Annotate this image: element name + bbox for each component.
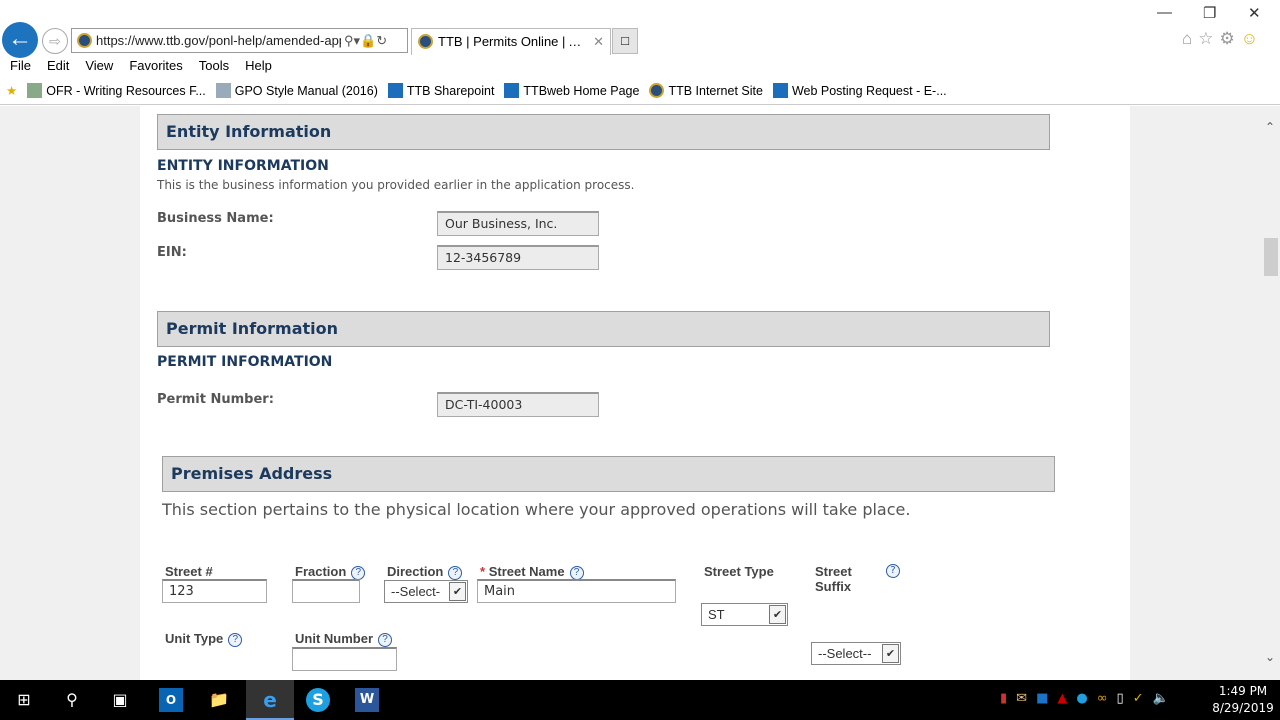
fraction-label: Fraction? [295,564,366,580]
building-icon [27,83,43,98]
fav-web-posting[interactable]: Web Posting Request - E-... [772,83,947,98]
premises-note: This section pertains to the physical lo… [162,500,911,519]
seal-icon [649,83,665,98]
help-icon[interactable]: ? [569,566,584,580]
street-name-label: * Street Name? [480,564,584,580]
business-name-label: Business Name: [157,211,274,226]
menu-favorites[interactable]: Favorites [129,58,183,73]
home-favorites-settings-icons[interactable]: ⌂☆⚙☺ [1182,29,1265,48]
vertical-scrollbar[interactable]: ⌃ ⌄ [1262,106,1280,680]
menu-view[interactable]: View [85,58,114,73]
word-icon[interactable]: W [355,688,379,712]
internet-explorer-icon: e [263,688,277,712]
permit-subheader: PERMIT INFORMATION [157,354,333,370]
menu-file[interactable]: File [10,58,31,73]
help-icon[interactable]: ? [448,566,463,580]
file-explorer-icon[interactable]: 📁 [209,690,229,709]
favorites-star-icon[interactable]: ★ [6,84,18,98]
address-controls-icon[interactable]: ⚲▾🔒↻ [344,33,388,48]
taskbar: ⊞ ⚲ ▣ O 📁 e S W ▮✉■▲●∞▯✓🔈 1:49 PM 8/29/20… [0,680,1280,720]
fav-gpo[interactable]: GPO Style Manual (2016) [215,83,378,98]
fav-ttb-sharepoint[interactable]: TTB Sharepoint [387,83,494,98]
menu-tools[interactable]: Tools [198,58,230,73]
ein-label: EIN: [157,245,187,260]
url-text: https://www.ttb.gov/ponl-help/amended-ap… [96,33,341,48]
fav-ttbweb[interactable]: TTBweb Home Page [504,83,639,98]
close-window-button[interactable]: ✕ [1248,5,1261,22]
form-content: Entity Information ENTITY INFORMATION Th… [140,106,1130,680]
back-button[interactable]: ← [2,22,38,58]
menu-help[interactable]: Help [245,58,272,73]
scroll-up-icon[interactable]: ⌃ [1265,120,1276,134]
street-name-input[interactable]: Main [477,579,676,603]
clock[interactable]: 1:49 PM 8/29/2019 [1212,683,1274,717]
street-number-label: Street # [165,564,213,579]
time: 1:49 PM [1218,684,1268,698]
unit-type-label: Unit Type? [165,631,243,647]
permit-section-header: Permit Information [157,311,1050,347]
gpo-icon [215,83,231,98]
fraction-input[interactable] [292,579,360,603]
tab-ttb-permits[interactable]: TTB | Permits Online | Ame... ✕ [411,28,611,55]
street-type-select[interactable]: ST ✔ [701,603,788,626]
search-icon[interactable]: ⚲ [66,690,78,709]
unit-number-input[interactable] [292,647,397,671]
site-icon [418,34,433,49]
scroll-down-icon[interactable]: ⌄ [1265,650,1276,664]
direction-label: Direction? [387,564,463,580]
maximize-button[interactable]: ❐ [1203,5,1217,22]
help-icon[interactable]: ? [886,564,900,578]
permit-number-field: DC-TI-40003 [437,392,599,417]
ein-field: 12-3456789 [437,245,599,270]
street-suffix-select[interactable]: --Select-- ✔ [811,642,901,665]
menu-edit[interactable]: Edit [46,58,70,73]
street-type-label: Street Type [704,564,774,579]
sharepoint-icon [387,83,403,98]
favorites-bar: ★ OFR - Writing Resources F... GPO Style… [6,83,947,98]
entity-subheader: ENTITY INFORMATION [157,158,329,174]
minimize-button[interactable]: — [1157,4,1172,21]
entity-note: This is the business information you pro… [157,178,635,192]
sharepoint-icon [504,83,520,98]
windows-start-icon[interactable]: ⊞ [17,690,31,709]
chevron-down-icon: ✔ [882,644,899,663]
sharepoint-icon [772,83,788,98]
street-number-input[interactable]: 123 [162,579,267,603]
tab-title: TTB | Permits Online | Ame... [438,34,588,49]
entity-section-header: Entity Information [157,114,1050,150]
premises-section-header: Premises Address [162,456,1055,492]
fav-ttb-internet[interactable]: TTB Internet Site [649,83,763,98]
ie-taskbar-button[interactable]: e [246,680,294,720]
forward-button[interactable]: ⇨ [42,28,68,54]
fav-ofr[interactable]: OFR - Writing Resources F... [27,83,206,98]
help-icon[interactable]: ? [378,633,392,647]
page-viewport: Entity Information ENTITY INFORMATION Th… [0,106,1262,680]
address-bar[interactable]: https://www.ttb.gov/ponl-help/amended-ap… [71,28,408,53]
browser-chrome: ← ⇨ https://www.ttb.gov/ponl-help/amende… [0,0,1280,105]
new-tab-button[interactable]: □ [612,28,638,54]
skype-icon[interactable]: S [306,688,330,712]
street-suffix-label: Street Suffix [815,564,852,594]
business-name-field: Our Business, Inc. [437,211,599,236]
permit-number-label: Permit Number: [157,392,274,407]
date: 8/29/2019 [1212,701,1274,715]
unit-number-label: Unit Number? [295,631,392,647]
outlook-icon[interactable]: O [159,688,183,712]
task-view-icon[interactable]: ▣ [112,690,128,709]
help-icon[interactable]: ? [228,633,243,647]
direction-select[interactable]: --Select- ✔ [384,580,468,603]
system-tray-icons[interactable]: ▮✉■▲●∞▯✓🔈 [1000,691,1178,706]
close-tab-icon[interactable]: ✕ [593,34,604,49]
menu-bar: File Edit View Favorites Tools Help [10,58,272,73]
site-icon [77,33,92,48]
help-icon[interactable]: ? [351,566,366,580]
chevron-down-icon: ✔ [769,605,786,624]
chevron-down-icon: ✔ [449,582,466,601]
scrollbar-thumb[interactable] [1264,238,1278,276]
